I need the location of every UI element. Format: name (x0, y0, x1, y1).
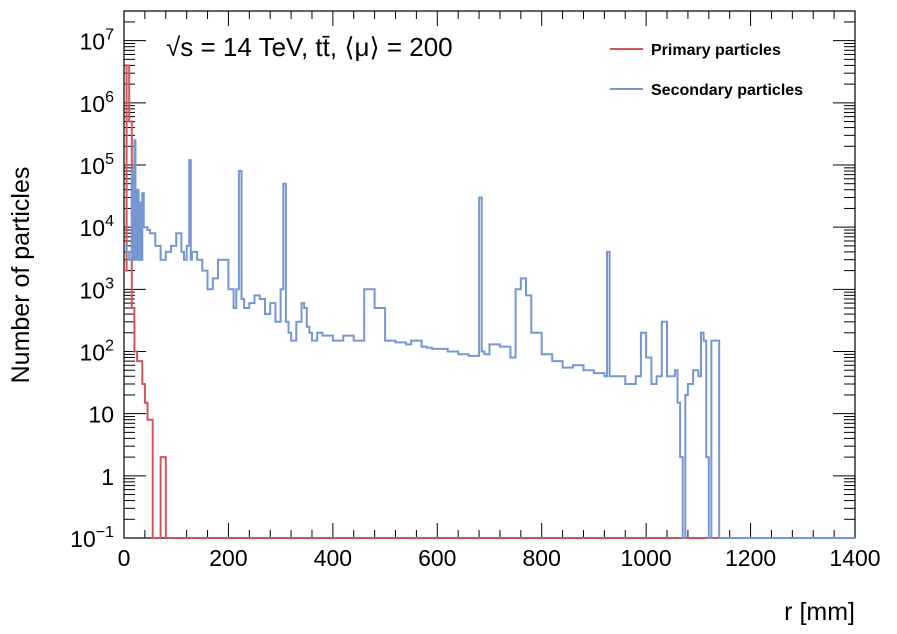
x-tick-label: 0 (118, 545, 131, 571)
y-tick-label: 102 (80, 337, 115, 365)
legend: Primary particles Secondary particles (610, 42, 803, 99)
chart-annotation: √s = 14 TeV, tt̄, ⟨μ⟩ = 200 (166, 32, 453, 62)
x-axis-title: r [mm] (784, 598, 855, 626)
x-tick-label: 800 (523, 545, 561, 571)
x-tick-label: 400 (314, 545, 352, 571)
x-tick-label: 600 (418, 545, 456, 571)
y-tick-label: 107 (80, 27, 115, 55)
y-tick-label: 10 (88, 402, 114, 428)
x-tick-label: 1400 (829, 545, 880, 571)
series-line-0 (124, 64, 855, 539)
tick-labels: 0 200 400 600 800 1000 1200 1400 10−1 1 10 102 103 10… (70, 27, 880, 571)
y-tick-label: 1 (101, 464, 114, 490)
y-tick-label: 10−1 (70, 524, 114, 552)
series-layer (124, 64, 855, 539)
legend-label-primary: Primary particles (651, 42, 781, 59)
x-tick-label: 1000 (621, 545, 672, 571)
y-tick-label: 104 (80, 213, 115, 241)
y-tick-label: 105 (80, 151, 115, 179)
series-line-1 (124, 139, 855, 539)
y-tick-label: 103 (80, 275, 115, 303)
y-axis-title: Number of particles (7, 167, 35, 384)
legend-label-secondary: Secondary particles (651, 82, 803, 99)
y-tick-label: 106 (80, 89, 115, 117)
x-tick-label: 200 (209, 545, 247, 571)
x-tick-label: 1200 (725, 545, 776, 571)
